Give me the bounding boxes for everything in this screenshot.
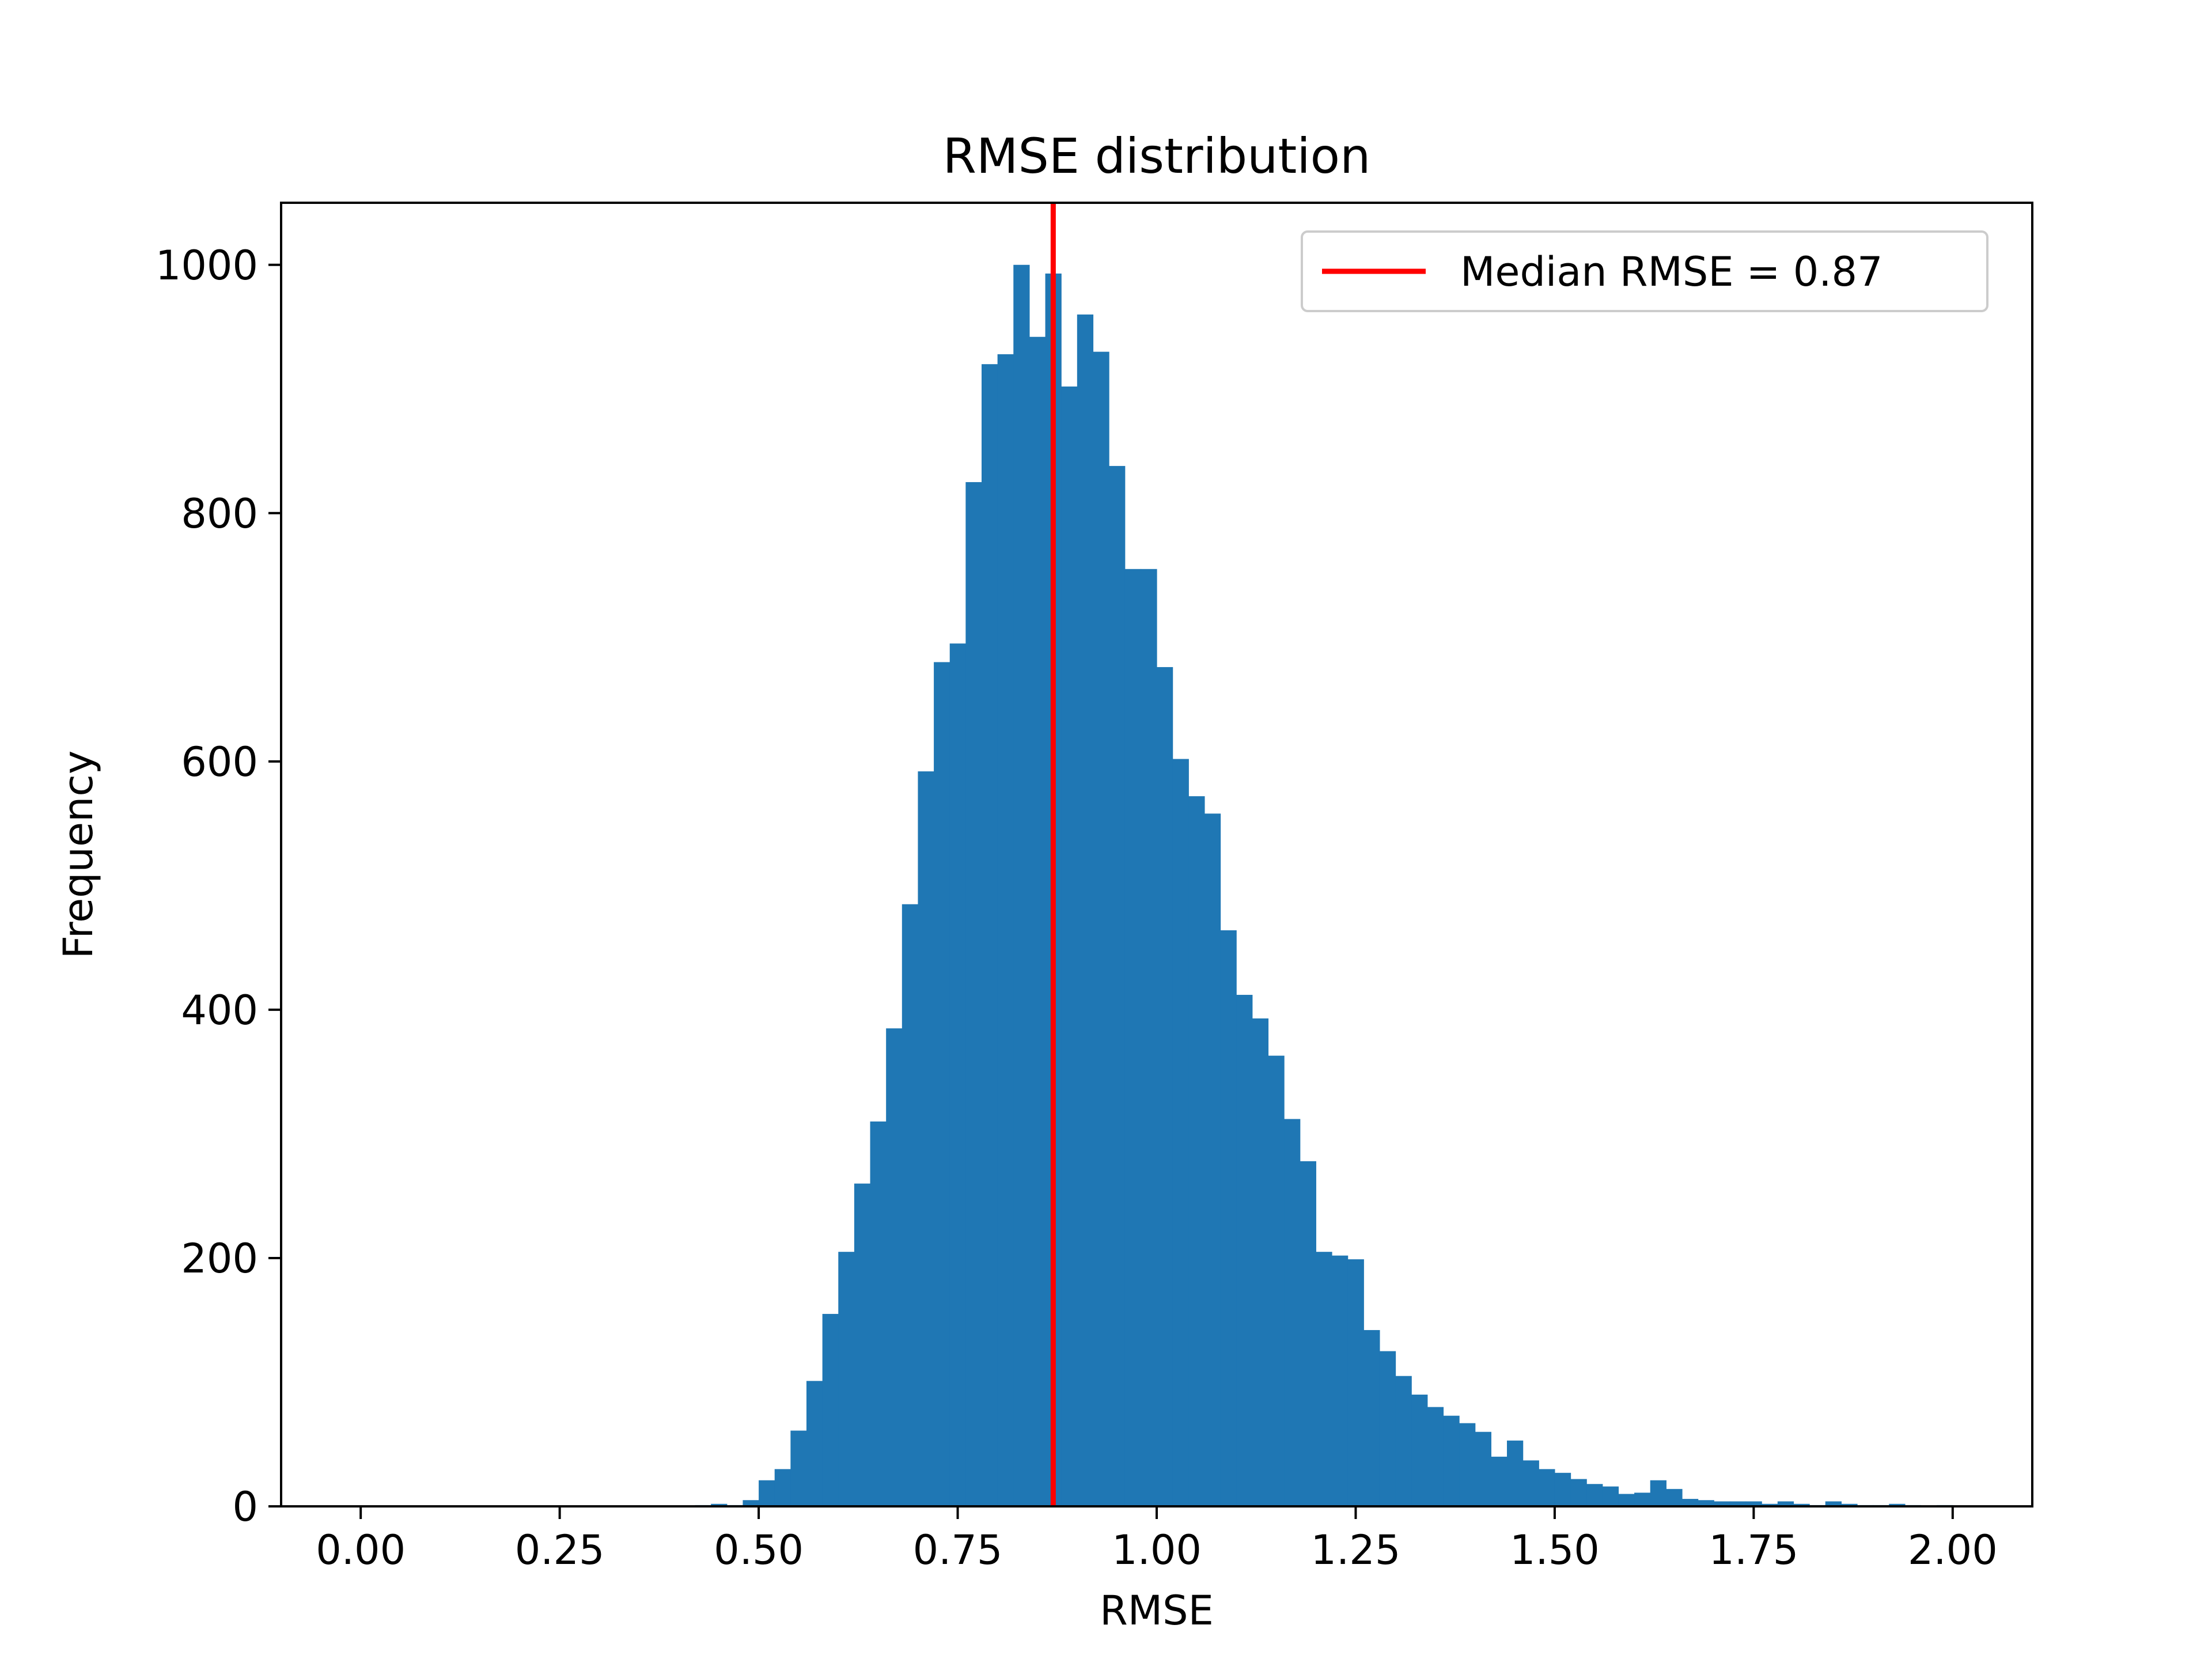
histogram-bar [1745, 1501, 1762, 1506]
histogram-bar [1172, 759, 1189, 1506]
histogram-bar [886, 1028, 903, 1506]
histogram-bar [1363, 1330, 1380, 1506]
histogram-bar [1157, 667, 1173, 1506]
histogram-bar [1379, 1351, 1396, 1506]
histogram-bar [902, 904, 919, 1506]
histogram-bar [1729, 1501, 1747, 1506]
histogram-bar [934, 662, 950, 1506]
histogram-bar [1141, 569, 1157, 1506]
histogram-bar [1411, 1395, 1428, 1506]
histogram-bar [1077, 314, 1094, 1506]
histogram-bar [1236, 995, 1253, 1506]
histogram-bar [1093, 351, 1109, 1506]
legend: Median RMSE = 0.87 [1301, 230, 1988, 312]
histogram-bar [982, 364, 998, 1507]
histogram-bar [918, 771, 934, 1506]
histogram-bar [1491, 1456, 1508, 1506]
histogram-bar [1618, 1494, 1635, 1506]
x-axis-ticks: 0.00 0.25 0.50 0.75 1.00 1.25 1.50 1.75 2.00 [316, 1506, 1998, 1574]
histogram-bar [822, 1313, 839, 1506]
y-tick-label: 0 [232, 1483, 258, 1531]
histogram-bar [1013, 264, 1030, 1506]
histogram-bar [1029, 336, 1046, 1506]
histogram-bar [854, 1183, 871, 1506]
histogram-bar [1554, 1472, 1571, 1506]
histogram-bar [1762, 1503, 1778, 1506]
y-axis-label: Frequency [55, 751, 102, 959]
histogram-bar [1347, 1259, 1364, 1506]
legend-box [1301, 230, 1988, 312]
x-tick-label: 1.00 [1112, 1527, 1202, 1574]
histogram-bar [1284, 1119, 1301, 1506]
histogram-bar [1443, 1415, 1460, 1506]
histogram-bar [1204, 813, 1221, 1506]
histogram-bar [1602, 1486, 1619, 1506]
histogram-bar [1188, 796, 1205, 1506]
x-tick-label: 1.50 [1510, 1527, 1600, 1574]
histogram-bar [1332, 1255, 1349, 1506]
histogram-bar [1777, 1501, 1794, 1506]
y-tick-label: 400 [181, 987, 258, 1034]
x-tick-label: 2.00 [1908, 1527, 1998, 1574]
x-tick-label: 1.25 [1311, 1527, 1401, 1574]
y-tick-label: 600 [181, 738, 258, 786]
histogram-bar [1124, 569, 1141, 1506]
y-tick-label: 1000 [156, 242, 258, 289]
x-tick-label: 0.75 [913, 1527, 1003, 1574]
histogram-bar [1539, 1469, 1555, 1506]
histogram-bar [1300, 1161, 1316, 1506]
histogram-bar [1825, 1501, 1842, 1506]
x-tick-label: 0.50 [714, 1527, 804, 1574]
histogram-bar [965, 482, 982, 1507]
y-tick-label: 800 [181, 490, 258, 537]
histogram-bar [743, 1500, 759, 1506]
histogram-bar [790, 1430, 807, 1506]
histogram-bar [997, 354, 1014, 1507]
histogram-bar [1507, 1440, 1524, 1506]
histogram-bar [1316, 1252, 1332, 1506]
x-tick-label: 0.00 [316, 1527, 406, 1574]
histogram-bar [1841, 1503, 1858, 1506]
histogram-bar [1650, 1480, 1666, 1506]
histogram-bar [1109, 465, 1126, 1507]
chart-title: RMSE distribution [943, 128, 1371, 184]
histogram-bar [1427, 1407, 1444, 1506]
histogram-bar [1634, 1493, 1651, 1506]
histogram-bar [1061, 386, 1078, 1506]
histogram-bar [838, 1252, 855, 1506]
histogram-bar [1475, 1431, 1491, 1506]
histogram-bar [774, 1469, 791, 1506]
x-tick-label: 0.25 [515, 1527, 605, 1574]
y-tick-label: 200 [181, 1235, 258, 1282]
histogram-bar [1459, 1423, 1476, 1506]
histogram-bar [1682, 1499, 1699, 1506]
histogram-bar [1570, 1479, 1587, 1506]
legend-label: Median RMSE = 0.87 [1460, 248, 1883, 296]
histogram-bar [711, 1503, 728, 1506]
histogram-bar [1220, 930, 1237, 1506]
histogram-bar [759, 1480, 775, 1506]
histogram-bar [1268, 1055, 1285, 1506]
histogram-bar [949, 643, 966, 1506]
histogram-bar [1252, 1018, 1269, 1506]
x-tick-label: 1.75 [1709, 1527, 1798, 1574]
histogram-bar [1395, 1376, 1412, 1506]
histogram-bar [1793, 1503, 1810, 1506]
histogram-bar [1714, 1501, 1730, 1506]
histogram-bar [1889, 1503, 1906, 1506]
histogram-bar [1586, 1484, 1603, 1506]
y-axis-ticks: 0 200 400 600 800 1000 [156, 242, 281, 1531]
histogram-bar [1522, 1460, 1539, 1506]
histogram-bar [1666, 1488, 1683, 1506]
histogram-bar [1698, 1500, 1714, 1506]
histogram-bar [806, 1381, 823, 1506]
histogram-bar [870, 1121, 887, 1506]
x-axis-label: RMSE [1100, 1587, 1214, 1634]
